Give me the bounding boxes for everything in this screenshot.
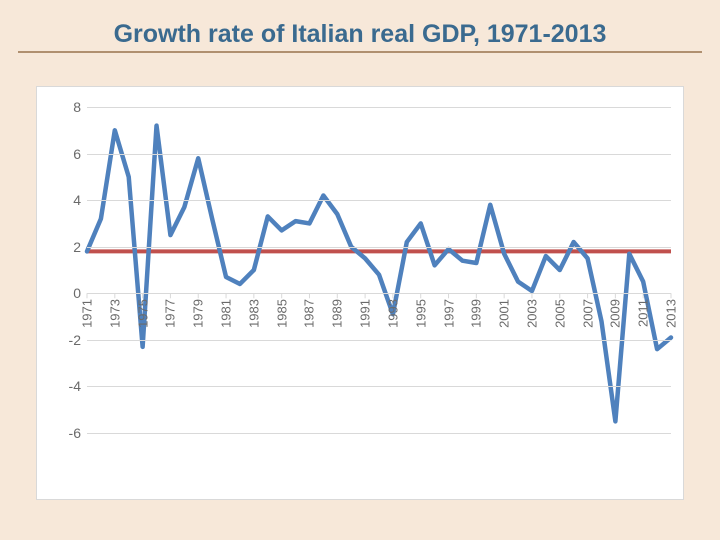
- x-tick-label: 2011: [636, 299, 651, 327]
- plot-area: -6-4-20246819711973197519771979198119831…: [87, 107, 671, 433]
- x-tick-label: 2003: [524, 299, 539, 328]
- chart-container: -6-4-20246819711973197519771979198119831…: [36, 86, 684, 500]
- gridline: [87, 154, 671, 155]
- x-tick-label: 1983: [246, 299, 261, 328]
- gridline: [87, 247, 671, 248]
- y-tick-label: -4: [69, 378, 81, 394]
- gridline: [87, 293, 671, 294]
- x-tick-label: 2013: [664, 299, 679, 328]
- gridline: [87, 386, 671, 387]
- x-tick-label: 1975: [135, 299, 150, 328]
- x-tick-label: 2001: [497, 299, 512, 328]
- x-tick-label: 1987: [302, 299, 317, 328]
- y-tick-label: 2: [73, 239, 81, 255]
- y-tick-label: 6: [73, 146, 81, 162]
- x-tick-label: 2009: [608, 299, 623, 328]
- x-tick-label: 1973: [107, 299, 122, 328]
- x-tick-label: 1993: [385, 299, 400, 328]
- x-tick-label: 1977: [163, 299, 178, 328]
- gdp-line: [87, 126, 671, 422]
- y-tick-label: 8: [73, 99, 81, 115]
- page-title: Growth rate of Italian real GDP, 1971-20…: [18, 20, 702, 53]
- x-tick-label: 1971: [80, 299, 95, 328]
- y-tick-label: -6: [69, 425, 81, 441]
- x-tick-label: 1995: [413, 299, 428, 328]
- gridline: [87, 433, 671, 434]
- x-tick-label: 1979: [191, 299, 206, 328]
- gridline: [87, 107, 671, 108]
- y-tick-label: -2: [69, 332, 81, 348]
- x-tick-label: 1991: [358, 299, 373, 328]
- x-tick-label: 1997: [441, 299, 456, 328]
- chart-svg: [87, 107, 671, 433]
- x-tick-label: 1989: [330, 299, 345, 328]
- gridline: [87, 200, 671, 201]
- x-tick-label: 2007: [580, 299, 595, 328]
- x-tick-label: 1981: [219, 299, 234, 328]
- y-tick-label: 4: [73, 192, 81, 208]
- x-tick-label: 2005: [552, 299, 567, 328]
- gridline: [87, 340, 671, 341]
- x-tick-label: 1985: [274, 299, 289, 328]
- x-tick-label: 1999: [469, 299, 484, 328]
